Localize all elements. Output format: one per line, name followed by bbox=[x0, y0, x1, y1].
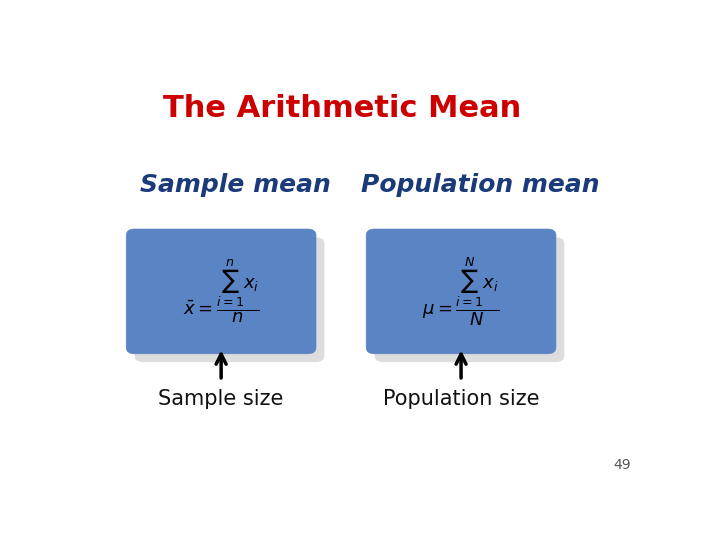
Text: Population mean: Population mean bbox=[361, 173, 600, 197]
FancyBboxPatch shape bbox=[135, 238, 324, 362]
Text: Sample mean: Sample mean bbox=[140, 173, 330, 197]
Text: $\bar{x}= \dfrac{\sum_{i=1}^{n} x_i}{n}$: $\bar{x}= \dfrac{\sum_{i=1}^{n} x_i}{n}$ bbox=[183, 258, 259, 325]
Text: The Arithmetic Mean: The Arithmetic Mean bbox=[163, 94, 521, 123]
Text: $\mu = \dfrac{\sum_{i=1}^{N} x_i}{N}$: $\mu = \dfrac{\sum_{i=1}^{N} x_i}{N}$ bbox=[423, 255, 500, 328]
FancyBboxPatch shape bbox=[126, 229, 316, 354]
FancyBboxPatch shape bbox=[366, 229, 556, 354]
FancyBboxPatch shape bbox=[374, 238, 564, 362]
Text: 49: 49 bbox=[613, 458, 631, 472]
Text: Population size: Population size bbox=[383, 389, 539, 409]
Text: Sample size: Sample size bbox=[158, 389, 284, 409]
